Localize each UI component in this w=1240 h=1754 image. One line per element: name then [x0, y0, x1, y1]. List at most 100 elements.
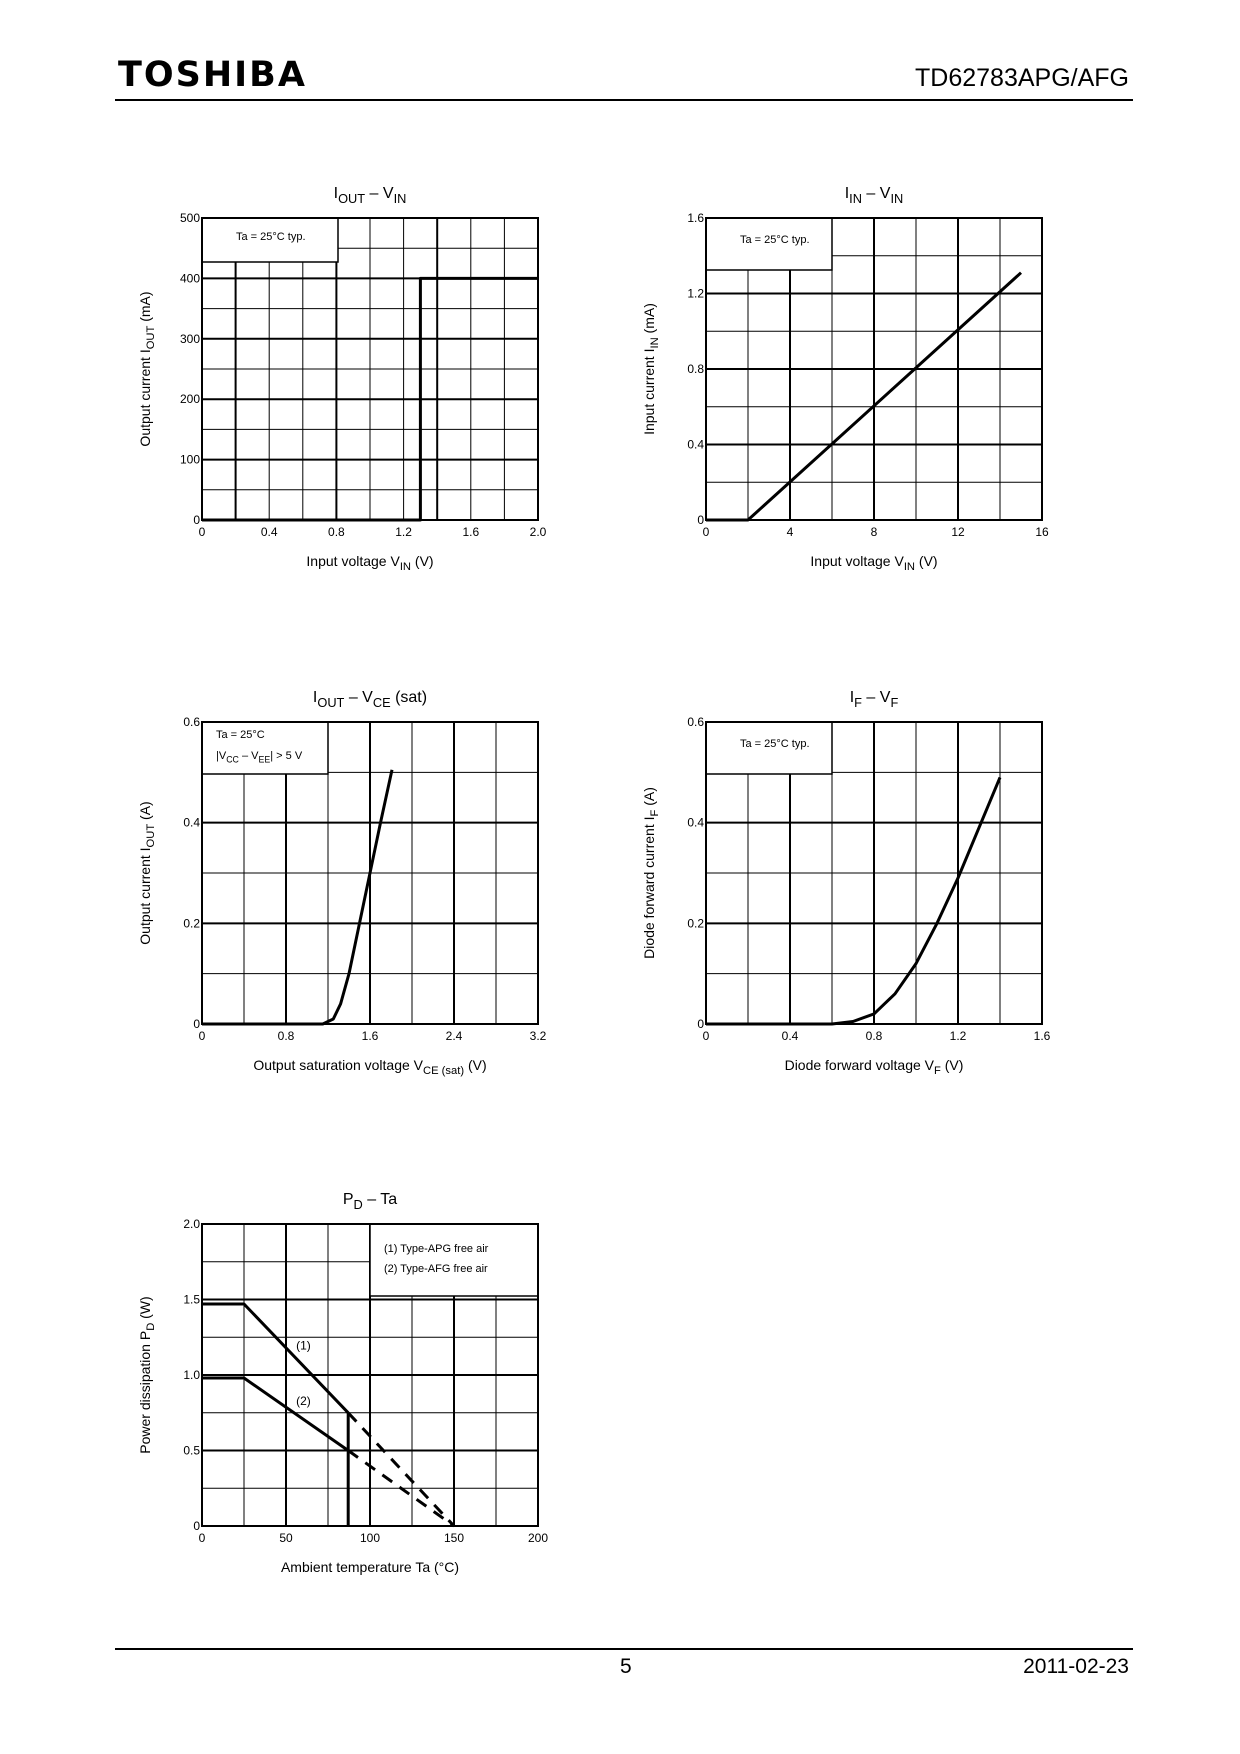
x-tick-label: 0 — [703, 1029, 710, 1043]
header-rule — [115, 99, 1133, 101]
y-axis-label: Input current IIN (mA) — [641, 303, 661, 435]
plot-frame — [201, 1223, 539, 1527]
x-tick-label: 4 — [787, 525, 794, 539]
chart-title-part: I — [845, 185, 849, 202]
legend-text-subscript: EE — [259, 754, 271, 764]
legend-text: |VCC – VEE| > 5 V — [216, 750, 303, 764]
chart-title-subscript: D — [354, 1197, 363, 1212]
x-tick-label: 0.4 — [261, 525, 278, 539]
y-axis-label: Diode forward current IF (A) — [641, 787, 661, 959]
legend-text-part: |V — [216, 750, 227, 762]
x-axis-label: Diode forward voltage VF (V) — [785, 1057, 964, 1077]
x-axis-label-subscript: F — [934, 1065, 941, 1077]
legend-text: Ta = 25°C typ. — [740, 738, 810, 750]
y-axis-label-part: Diode forward current I — [641, 817, 657, 959]
x-tick-label: 0 — [199, 1029, 206, 1043]
chart-title-subscript: CE — [373, 695, 391, 710]
series-line — [347, 1411, 456, 1528]
y-tick-label: 1.2 — [687, 287, 704, 301]
x-axis-label-part: (V) — [464, 1057, 487, 1073]
chart-title-subscript: F — [854, 695, 862, 710]
legend-border — [202, 218, 339, 263]
y-tick-label: 0.8 — [687, 362, 704, 376]
x-axis-label: Input voltage VIN (V) — [306, 553, 433, 573]
chart-iout-vce: Ta = 25°C|VCC – VEE| > 5 V0 0.8 1.6 2.4 3.20… — [137, 689, 547, 1077]
legend-border — [369, 1224, 538, 1297]
legend-border — [706, 218, 833, 271]
chart-title-subscript: IN — [394, 191, 407, 206]
x-tick-label: 12 — [951, 525, 965, 539]
y-tick-label: 0 — [697, 1017, 704, 1031]
y-tick-label: 0.2 — [183, 916, 200, 930]
y-axis-label-subscript: IN — [649, 337, 661, 348]
chart-title: PD – Ta — [343, 1191, 397, 1212]
y-tick-label: 0.4 — [687, 816, 704, 830]
x-tick-label: 1.6 — [362, 1029, 379, 1043]
chart-title-part: I — [850, 689, 854, 706]
x-axis-label-part: Diode forward voltage V — [785, 1057, 935, 1073]
y-axis-label-part: (mA) — [641, 303, 657, 337]
legend-border — [202, 722, 329, 775]
y-tick-label: 500 — [180, 211, 200, 225]
y-axis-label-part: (A) — [641, 787, 657, 810]
y-tick-label: 0.6 — [183, 715, 200, 729]
y-tick-label: 400 — [180, 271, 200, 285]
y-axis-label-subscript: OUT — [145, 326, 157, 350]
legend-panel — [370, 1224, 538, 1296]
chart-title-subscript: OUT — [338, 191, 365, 206]
x-tick-label: 100 — [360, 1531, 380, 1545]
y-tick-label: 1.5 — [183, 1293, 200, 1307]
legend-panel — [202, 722, 328, 774]
series-line — [202, 276, 538, 522]
x-tick-label: 0 — [199, 1531, 206, 1545]
legend-panel — [706, 722, 832, 774]
y-axis-label: Output current IOUT (A) — [137, 801, 157, 944]
x-axis-label-subscript: IN — [904, 561, 915, 573]
x-tick-label: 0.8 — [328, 525, 345, 539]
y-tick-label: 0.5 — [183, 1444, 200, 1458]
chart-title-part: – V — [862, 689, 891, 706]
y-tick-label: 0 — [193, 1519, 200, 1533]
chart-title-part: (sat) — [391, 689, 427, 706]
x-axis-label-part: (V) — [915, 553, 938, 569]
y-axis-label-part: Power dissipation P — [137, 1331, 153, 1454]
x-tick-label: 1.6 — [462, 525, 479, 539]
y-tick-label: 0 — [193, 513, 200, 527]
x-tick-label: 1.6 — [1034, 1029, 1051, 1043]
x-axis-label-subscript: CE (sat) — [423, 1065, 464, 1077]
legend-text: Ta = 25°C — [216, 729, 265, 741]
chart-title-subscript: F — [890, 695, 898, 710]
y-axis-label-part: Output current I — [137, 847, 153, 944]
x-axis-label-part: Input voltage V — [306, 553, 400, 569]
x-tick-label: 50 — [279, 1531, 293, 1545]
plot-frame — [705, 721, 1043, 1025]
plot-frame — [201, 721, 539, 1025]
y-tick-label: 200 — [180, 392, 200, 406]
y-axis-label-part: (W) — [137, 1296, 153, 1322]
series-line — [706, 271, 1023, 522]
x-tick-label: 0 — [199, 525, 206, 539]
legend-text: Ta = 25°C typ. — [236, 231, 306, 243]
chart-title-part: P — [343, 1191, 354, 1208]
legend-text-part: | > 5 V — [270, 750, 303, 762]
legend-border — [706, 722, 833, 775]
y-axis-label-part: (A) — [137, 801, 153, 824]
x-axis-label-part: (V) — [411, 553, 434, 569]
x-axis-label-part: (V) — [941, 1057, 964, 1073]
x-axis-label-part: Ambient temperature Ta (°C) — [281, 1559, 459, 1575]
x-tick-label: 1.2 — [395, 525, 412, 539]
x-tick-label: 0.8 — [866, 1029, 883, 1043]
chart-title-part: I — [313, 689, 317, 706]
y-tick-label: 0.4 — [687, 438, 704, 452]
y-tick-label: 0 — [193, 1017, 200, 1031]
y-axis-label: Power dissipation PD (W) — [137, 1296, 157, 1453]
chart-title-subscript: OUT — [317, 695, 344, 710]
annotation-label: (2) — [296, 1394, 311, 1408]
chart-title: IF – VF — [850, 689, 899, 710]
annotation-label: (1) — [296, 1338, 311, 1352]
chart-iout-vin: Ta = 25°C typ. 0 0.4 0.8 1.2 1.6 2.0 0 100 200 300… — [137, 185, 547, 573]
y-tick-label: 1.0 — [183, 1368, 200, 1382]
x-tick-label: 16 — [1035, 525, 1049, 539]
x-tick-label: 8 — [871, 525, 878, 539]
